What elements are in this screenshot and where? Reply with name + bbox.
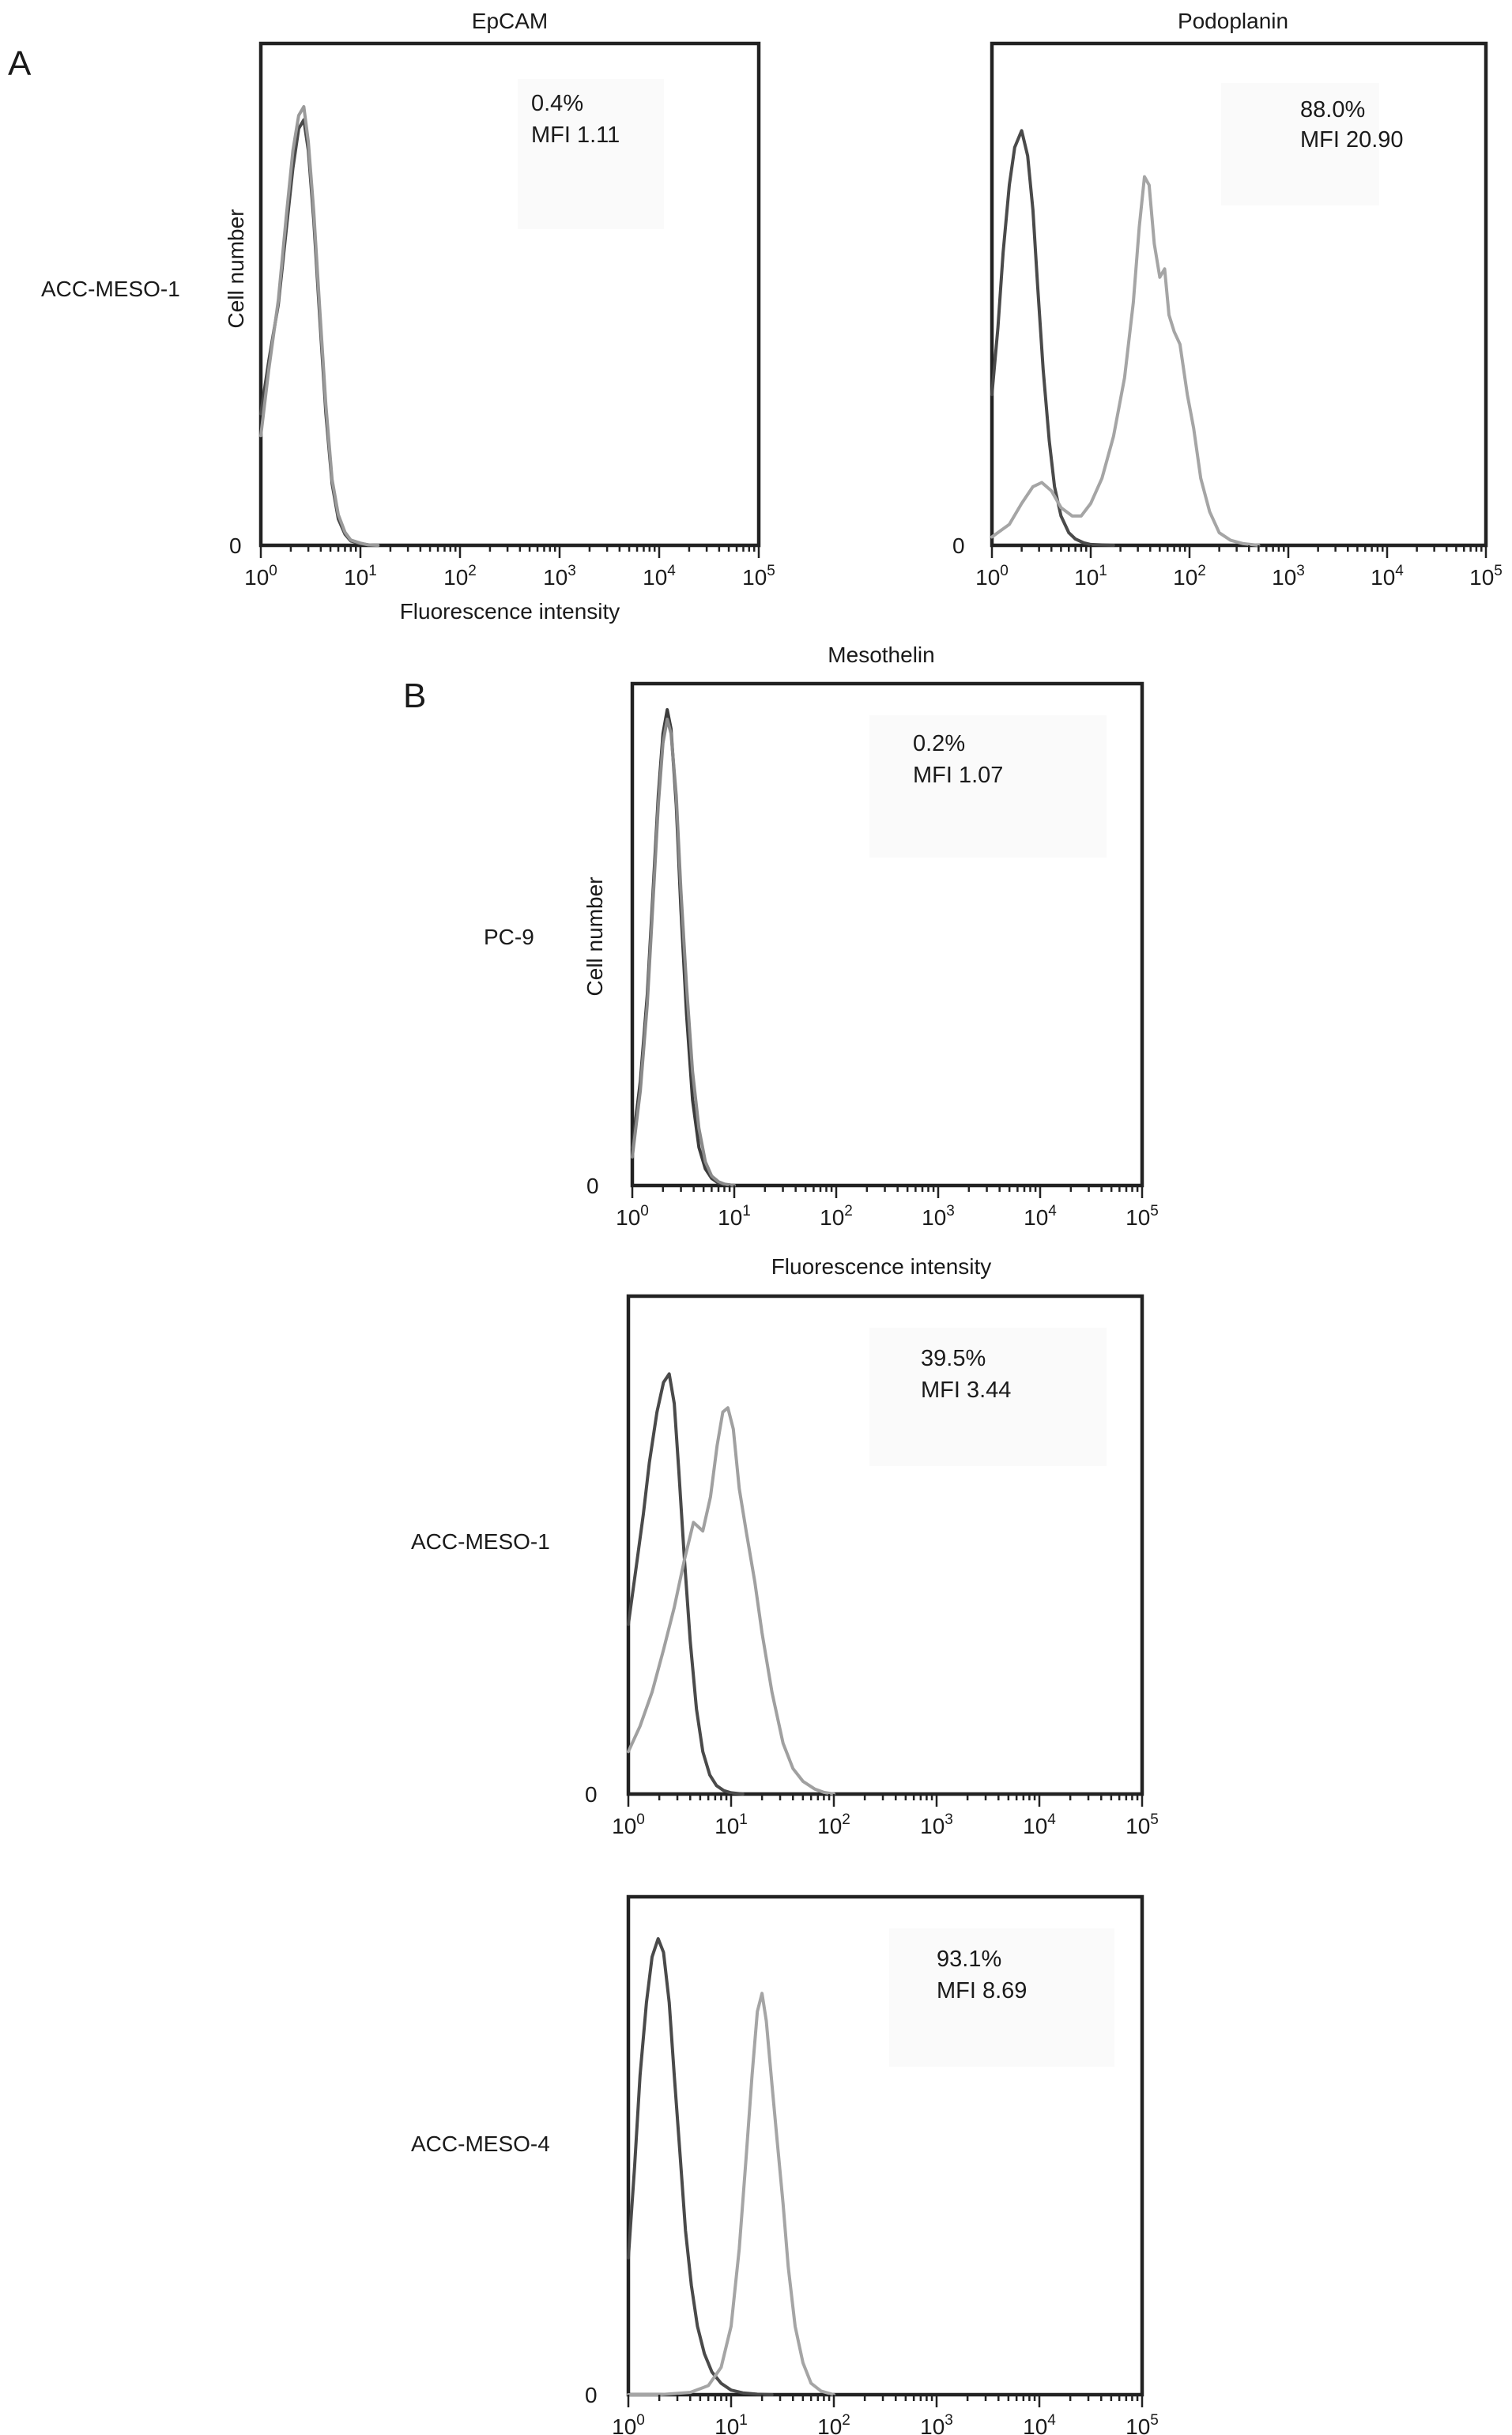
annotation-box — [889, 1928, 1114, 2067]
chart-epcam: EpCAM ACC-MESO-1 0.4% MFI 1.11 Cell numb… — [41, 9, 775, 624]
percent-positive: 0.2% — [913, 731, 965, 756]
x-tick-label: 105 — [742, 563, 775, 590]
x-tick-label: 104 — [643, 563, 676, 590]
x-tick-label: 104 — [1023, 1811, 1056, 1838]
percent-positive: 0.4% — [531, 91, 583, 116]
y-axis-label: Cell number — [583, 877, 607, 997]
y-tick-zero: 0 — [585, 2383, 598, 2407]
annotation-box — [518, 79, 664, 229]
x-tick-label: 101 — [1074, 563, 1107, 590]
histogram-series-2 — [259, 105, 380, 547]
plot-area: 100 101 102 103 104 105 — [975, 129, 1503, 590]
percent-positive: 88.0% — [1300, 97, 1365, 123]
x-tick-label: 101 — [718, 1203, 751, 1230]
x-tick-label: 100 — [612, 2412, 645, 2435]
chart-podoplanin: Podoplanin 88.0% MFI 20.90 0 100 101 102 10… — [952, 9, 1503, 590]
x-tick-label: 102 — [817, 2412, 850, 2435]
chart-title: EpCAM — [472, 9, 548, 33]
histogram-series-2 — [990, 175, 1261, 547]
chart-mesothelin-acc-meso-4: ACC-MESO-4 93.1% MFI 8.69 0 100 101 102 103… — [411, 1894, 1159, 2435]
x-tick-label: 101 — [715, 2412, 748, 2435]
x-axis-label: Fluorescence intensity — [400, 599, 620, 624]
chart-mesothelin-pc9: Mesothelin PC-9 0.2% MFI 1.07 Cell numbe… — [484, 643, 1159, 1279]
mfi-value: MFI 20.90 — [1300, 127, 1404, 153]
chart-title: Podoplanin — [1178, 9, 1288, 33]
histogram-series-1 — [627, 1372, 745, 1796]
percent-positive: 39.5% — [921, 1346, 986, 1371]
x-tick-label: 102 — [817, 1811, 850, 1838]
x-tick-label: 103 — [920, 1811, 953, 1838]
x-tick-label: 105 — [1126, 1811, 1159, 1838]
plot-area: 100 101 102 103 104 105 — [612, 1937, 1159, 2435]
histogram-series-1 — [990, 129, 1115, 547]
panel-label-b: B — [403, 677, 426, 715]
chart-mesothelin-acc-meso-1: ACC-MESO-1 39.5% MFI 3.44 0 100 101 102 103… — [411, 1294, 1159, 1838]
x-tick-label: 105 — [1126, 1203, 1159, 1230]
plot-frame — [258, 41, 761, 548]
y-tick-zero: 0 — [586, 1174, 599, 1198]
row-label: ACC-MESO-4 — [411, 2132, 550, 2156]
x-tick-label: 105 — [1469, 563, 1503, 590]
mfi-value: MFI 3.44 — [921, 1378, 1011, 1403]
x-tick-label: 104 — [1024, 1203, 1057, 1230]
y-tick-zero: 0 — [952, 533, 965, 558]
y-axis-label: Cell number — [224, 209, 248, 329]
row-label: ACC-MESO-1 — [41, 277, 180, 301]
plot-area: 100 101 102 103 104 105 — [612, 1372, 1159, 1838]
x-tick-label: 101 — [344, 563, 377, 590]
x-tick-label: 103 — [543, 563, 576, 590]
x-tick-label: 103 — [922, 1203, 955, 1230]
mfi-value: MFI 8.69 — [937, 1978, 1027, 2003]
x-tick-label: 100 — [244, 563, 277, 590]
x-tick-label: 102 — [820, 1203, 853, 1230]
x-tick-label: 103 — [920, 2412, 953, 2435]
x-tick-label: 104 — [1023, 2412, 1056, 2435]
x-tick-label: 101 — [715, 1811, 748, 1838]
y-tick-zero: 0 — [585, 1782, 598, 1807]
annotation-box — [869, 715, 1107, 858]
histogram-series-2 — [631, 718, 736, 1187]
plot-area: 100 101 102 103 104 105 — [244, 105, 775, 590]
plot-area: 100 101 102 103 104 105 — [616, 708, 1159, 1230]
x-tick-label: 100 — [975, 563, 1009, 590]
x-tick-label: 100 — [612, 1811, 645, 1838]
chart-title: Mesothelin — [828, 643, 934, 667]
histogram-series-1 — [627, 1937, 774, 2396]
x-tick-label: 104 — [1371, 563, 1404, 590]
x-tick-label: 105 — [1126, 2412, 1159, 2435]
annotation-box — [869, 1328, 1107, 1466]
mfi-value: MFI 1.11 — [531, 123, 620, 148]
percent-positive: 93.1% — [937, 1947, 1001, 1972]
row-label: ACC-MESO-1 — [411, 1529, 550, 1554]
y-tick-zero: 0 — [229, 533, 242, 558]
x-tick-label: 100 — [616, 1203, 649, 1230]
annotation-box — [1221, 83, 1379, 205]
panel-label-a: A — [8, 44, 32, 83]
x-axis-label: Fluorescence intensity — [771, 1254, 992, 1279]
x-tick-label: 102 — [1173, 563, 1206, 590]
x-tick-label: 102 — [443, 563, 477, 590]
mfi-value: MFI 1.07 — [913, 763, 1003, 788]
row-label: PC-9 — [484, 925, 534, 949]
x-tick-label: 103 — [1272, 563, 1305, 590]
histogram-series-2 — [627, 1406, 835, 1796]
histogram-series-2 — [627, 1992, 835, 2396]
